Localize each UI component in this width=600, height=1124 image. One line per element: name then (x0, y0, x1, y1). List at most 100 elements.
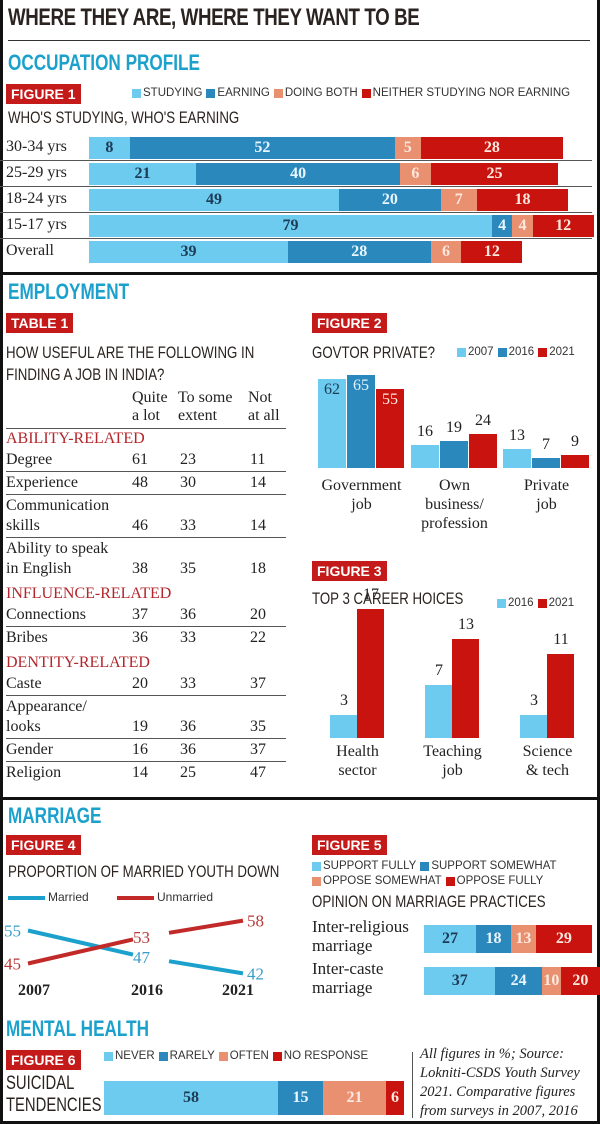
figure2-data-label: 9 (571, 433, 579, 451)
table1-column-header: Not at all (248, 389, 280, 425)
source-note-line: from surveys in 2007, 2016 (420, 1103, 578, 1119)
legend-swatch (312, 861, 321, 871)
legend-swatch (132, 88, 141, 98)
figure3-data-label: 3 (340, 692, 348, 710)
legend-label: EARNING (217, 87, 270, 99)
table1-row-label-line: Connections (6, 606, 86, 623)
figure4-x-tick-label: 2021 (222, 982, 254, 999)
figure2-bar-2021 (376, 389, 404, 468)
legend-swatch (538, 347, 548, 357)
figure2-data-label: 65 (353, 377, 369, 395)
table1-cell: 37 (132, 606, 148, 623)
table1-row-divider (6, 494, 286, 495)
table1-cell: 36 (180, 606, 196, 623)
figure4-data-label: 53 (133, 928, 150, 947)
figure5-legend-row2: OPPOSE SOMEWHAT OPPOSE FULLY (312, 875, 543, 887)
table1-row-label-line: Appearance/ (6, 698, 87, 715)
table1-column-header: To some extent (178, 389, 232, 425)
table1-title-line1: HOW USEFUL ARE THE FOLLOWING IN (6, 343, 255, 362)
figure5-row-label-line: Inter-caste (312, 959, 384, 978)
table1-category-heading: INFLUENCE-RELATED (6, 585, 172, 602)
section-divider (0, 797, 600, 800)
figure1-row-divider (0, 212, 592, 213)
table1-cell: 36 (180, 741, 196, 758)
figure3-category-label-line: sector (338, 762, 377, 779)
legend-label: OPPOSE FULLY (456, 875, 544, 887)
legend-swatch (361, 88, 371, 98)
figure4-data-label: 42 (247, 964, 264, 983)
figure5-segment-oppose-somewhat: 13 (510, 925, 536, 953)
table1-cell: 35 (180, 560, 196, 577)
figure4-line-unmarried (27, 937, 134, 966)
table1-cell: 30 (180, 474, 196, 491)
figure3-category-label-line: Teaching (423, 743, 482, 760)
figure3-category-label-line: & tech (525, 762, 570, 779)
source-note-line: All figures in %; Source: (420, 1046, 564, 1062)
figure5-title: OPINION ON MARRIAGE PRACTICES (312, 892, 546, 911)
source-note-line: 2021. Comparative figures (420, 1084, 576, 1100)
figure1-segment-earning: 20 (338, 189, 441, 211)
figure4-plot: 55 47 42 45 53 58 (4, 912, 264, 984)
figure5-row-label-line: marriage (312, 936, 373, 955)
table1-row-label-line: Degree (6, 451, 53, 468)
figure6-segment-rarely: 15 (278, 1081, 323, 1115)
figure6-badge: FIGURE 6 (6, 1050, 81, 1070)
table1-cell: 37 (250, 675, 266, 692)
figure5-segment-support-somewhat: 24 (495, 967, 542, 995)
figure1-segment-neither-studying-nor-earning: 12 (532, 215, 594, 237)
figure3-data-label: 7 (435, 661, 443, 679)
legend-label: RARELY (169, 1050, 215, 1062)
legend-swatch (272, 1051, 282, 1061)
figure4-x-tick-label: 2016 (131, 982, 163, 999)
legend-swatch (497, 347, 507, 357)
legend-label: NEVER (115, 1050, 155, 1062)
figure5-row-label: Inter-caste marriage (312, 959, 383, 997)
figure5-segment-support-somewhat: 18 (476, 925, 511, 953)
table1-column-header-line: To some (178, 389, 233, 406)
table1-cell: 36 (132, 629, 148, 646)
section-title-occupation: OCCUPATION PROFILE (8, 50, 200, 75)
figure2-category-label-line: business/ (425, 496, 484, 513)
table1-column-header-line: at all (248, 407, 280, 424)
figure3-data-label: 17 (363, 585, 379, 603)
legend-swatch (206, 88, 216, 98)
figure6-row-label-line: TENDENCIES (6, 1095, 102, 1116)
note-divider (412, 1052, 413, 1118)
table1-row-label-line: Ability to speak (6, 540, 109, 557)
figure2-badge: FIGURE 2 (312, 313, 387, 333)
figure2-bar-2007 (503, 449, 531, 468)
legend-label: 2016 (508, 346, 535, 358)
table1-category-heading: ABILITY-RELATED (6, 430, 145, 447)
figure2-data-label: 19 (446, 418, 462, 436)
figure2-bar-2016 (440, 440, 468, 468)
table1-row-label-line: Bribes (6, 629, 48, 646)
table1-cell: 33 (180, 517, 196, 534)
table1-row: Connections 37 36 20 (6, 605, 286, 625)
figure5-segment-support-fully: 27 (424, 925, 477, 953)
table1-row-label: Caste (6, 674, 42, 694)
table1-row: Degree 61 23 11 (6, 450, 286, 470)
figure1-segment-earning: 40 (196, 163, 401, 185)
figure2-category-label: Private job (493, 476, 600, 514)
table1-row-label: Experience (6, 473, 78, 493)
figure2-data-label: 55 (382, 391, 398, 409)
table1-cell: 37 (250, 741, 266, 758)
table1-cell: 14 (132, 764, 148, 781)
legend-swatch (420, 861, 430, 871)
figure2-category-label: Own business/profession (401, 476, 508, 533)
table1-row: Religion 14 25 47 (6, 763, 286, 783)
legend-swatch (104, 1051, 113, 1061)
figure2-bar-2021 (469, 433, 497, 468)
table1-row-label: Ability to speak in English (6, 539, 108, 579)
figure3-bar-2021 (357, 608, 384, 738)
legend-label: 2016 (508, 597, 534, 609)
figure1-row-label: 30-34 yrs (6, 138, 67, 155)
table1-badge: TABLE 1 (6, 313, 74, 333)
table1-cell: 46 (132, 517, 148, 534)
legend-swatch (457, 347, 466, 357)
legend-label: SUPPORT SOMEWHAT (431, 860, 557, 872)
legend-swatch (158, 1051, 168, 1061)
table1-row-label: Religion (6, 763, 61, 783)
table1-category-heading: DENTITY-RELATED (6, 654, 150, 671)
figure1-segment-neither-studying-nor-earning: 12 (461, 241, 523, 263)
